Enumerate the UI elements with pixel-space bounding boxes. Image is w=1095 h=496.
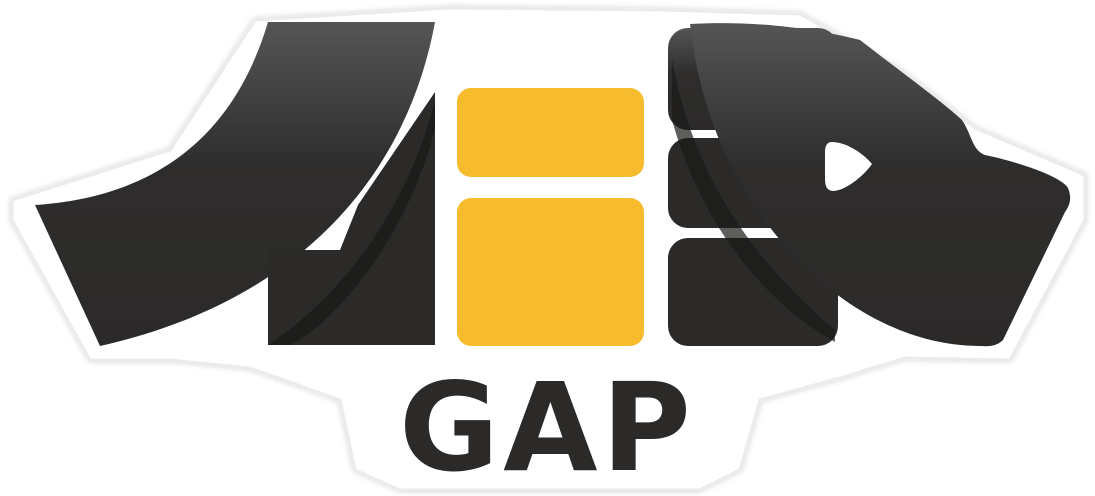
left-block-shape	[268, 92, 435, 345]
right-stack-block-3	[668, 238, 838, 346]
right-head-shape	[690, 23, 1071, 347]
yellow-block-bottom	[457, 198, 644, 346]
left-sweep-shape	[35, 22, 435, 346]
eye-icon	[825, 142, 872, 191]
yellow-block-top	[457, 88, 644, 177]
wordmark-text: GAP	[399, 357, 695, 496]
right-head-shadow	[672, 60, 835, 342]
